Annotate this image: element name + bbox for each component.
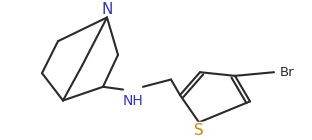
Text: NH: NH	[123, 94, 144, 108]
Text: S: S	[194, 123, 204, 138]
Text: N: N	[101, 2, 113, 17]
Text: Br: Br	[280, 66, 295, 79]
